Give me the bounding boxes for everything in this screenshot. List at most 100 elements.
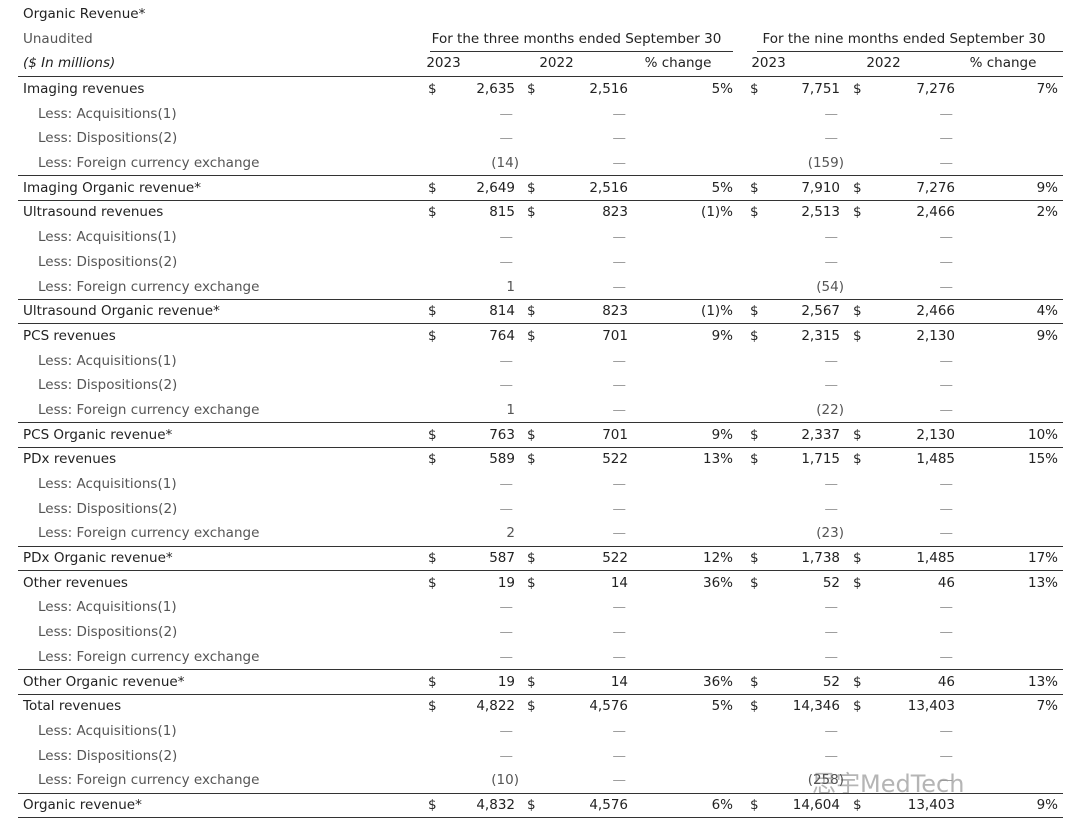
title: Organic Revenue* xyxy=(23,6,146,22)
cell: — xyxy=(612,401,627,418)
row-rule xyxy=(18,669,1063,671)
row-rule xyxy=(18,422,1063,424)
cell: — xyxy=(824,352,839,369)
cell: — xyxy=(499,648,514,665)
cell: — xyxy=(612,722,627,739)
cell: (14) xyxy=(491,155,519,172)
row-rule xyxy=(18,693,1063,695)
currency: $ xyxy=(428,550,437,567)
row-rule xyxy=(18,545,1063,547)
cell: — xyxy=(612,648,627,665)
row-label: Ultrasound revenues xyxy=(23,204,164,221)
cell: 15% xyxy=(1027,451,1058,468)
cell: 7% xyxy=(1036,698,1058,715)
cell: 52 xyxy=(822,574,840,591)
row-label: Less: Dispositions(2) xyxy=(38,253,178,270)
cell: 9% xyxy=(1036,179,1058,196)
cell: 46 xyxy=(937,574,955,591)
column-header: 2022 xyxy=(866,55,901,71)
currency: $ xyxy=(428,451,437,468)
cell: — xyxy=(939,525,954,542)
cell: 10% xyxy=(1027,426,1058,443)
cell: 9% xyxy=(1036,327,1058,344)
currency: $ xyxy=(750,426,759,443)
cell: — xyxy=(824,722,839,739)
cell: 1 xyxy=(506,278,515,295)
cell: 7,751 xyxy=(801,81,840,97)
currency: $ xyxy=(853,81,862,97)
currency: $ xyxy=(527,550,536,567)
currency: $ xyxy=(750,204,759,221)
cell: (258) xyxy=(807,772,844,789)
cell: — xyxy=(939,500,954,517)
cell: (54) xyxy=(816,278,844,295)
cell: 1,715 xyxy=(801,451,840,468)
cell: 5% xyxy=(711,179,733,196)
row-label: Less: Foreign currency exchange xyxy=(38,401,260,418)
cell: — xyxy=(499,624,514,641)
cell: — xyxy=(824,500,839,517)
cell: — xyxy=(612,253,627,270)
cell: — xyxy=(499,130,514,147)
cell: 52 xyxy=(822,673,840,690)
cell: 1,485 xyxy=(916,451,955,468)
cell: — xyxy=(612,377,627,394)
currency: $ xyxy=(527,327,536,344)
cell: 13,403 xyxy=(907,797,955,813)
cell: — xyxy=(824,229,839,246)
cell: — xyxy=(612,599,627,616)
row-label: Less: Dispositions(2) xyxy=(38,624,178,641)
cell: — xyxy=(612,500,627,517)
cell: — xyxy=(824,253,839,270)
currency: $ xyxy=(750,81,759,97)
cell: — xyxy=(939,155,954,172)
cell: (10) xyxy=(491,772,519,789)
cell: 2,635 xyxy=(476,81,515,97)
cell: 2,649 xyxy=(476,179,515,196)
cell: — xyxy=(612,525,627,542)
column-header: 2022 xyxy=(539,55,574,71)
cell: — xyxy=(939,722,954,739)
cell: 9% xyxy=(711,426,733,443)
cell: 763 xyxy=(489,426,515,443)
cell: — xyxy=(612,278,627,295)
row-label: PDx revenues xyxy=(23,451,117,468)
cell: 587 xyxy=(489,550,515,567)
cell: — xyxy=(939,401,954,418)
cell: 2,315 xyxy=(801,327,840,344)
column-header: % change xyxy=(969,55,1037,71)
cell: 19 xyxy=(497,673,515,690)
row-label: Less: Dispositions(2) xyxy=(38,500,178,517)
cell: — xyxy=(612,352,627,369)
cell: 4,822 xyxy=(476,698,515,715)
cell: 1,485 xyxy=(916,550,955,567)
currency: $ xyxy=(750,574,759,591)
cell: 2 xyxy=(506,525,515,542)
currency: $ xyxy=(853,204,862,221)
cell: 13% xyxy=(1027,673,1058,690)
cell: — xyxy=(499,500,514,517)
currency: $ xyxy=(527,574,536,591)
currency: $ xyxy=(527,426,536,443)
currency: $ xyxy=(428,327,437,344)
cell: — xyxy=(939,278,954,295)
cell: — xyxy=(499,105,514,122)
cell: 4,576 xyxy=(589,698,628,715)
cell: — xyxy=(824,747,839,764)
currency: $ xyxy=(527,303,536,320)
cell: — xyxy=(499,377,514,394)
cell: 814 xyxy=(489,303,515,320)
currency: $ xyxy=(428,673,437,690)
cell: 764 xyxy=(489,327,515,344)
cell: — xyxy=(824,624,839,641)
currency: $ xyxy=(527,179,536,196)
cell: 4,832 xyxy=(476,797,515,813)
cell: 5% xyxy=(711,698,733,715)
currency: $ xyxy=(853,327,862,344)
cell: 2,466 xyxy=(916,204,955,221)
row-label: Less: Acquisitions(1) xyxy=(38,599,177,616)
cell: — xyxy=(824,377,839,394)
cell: — xyxy=(824,130,839,147)
cell: — xyxy=(939,772,954,789)
